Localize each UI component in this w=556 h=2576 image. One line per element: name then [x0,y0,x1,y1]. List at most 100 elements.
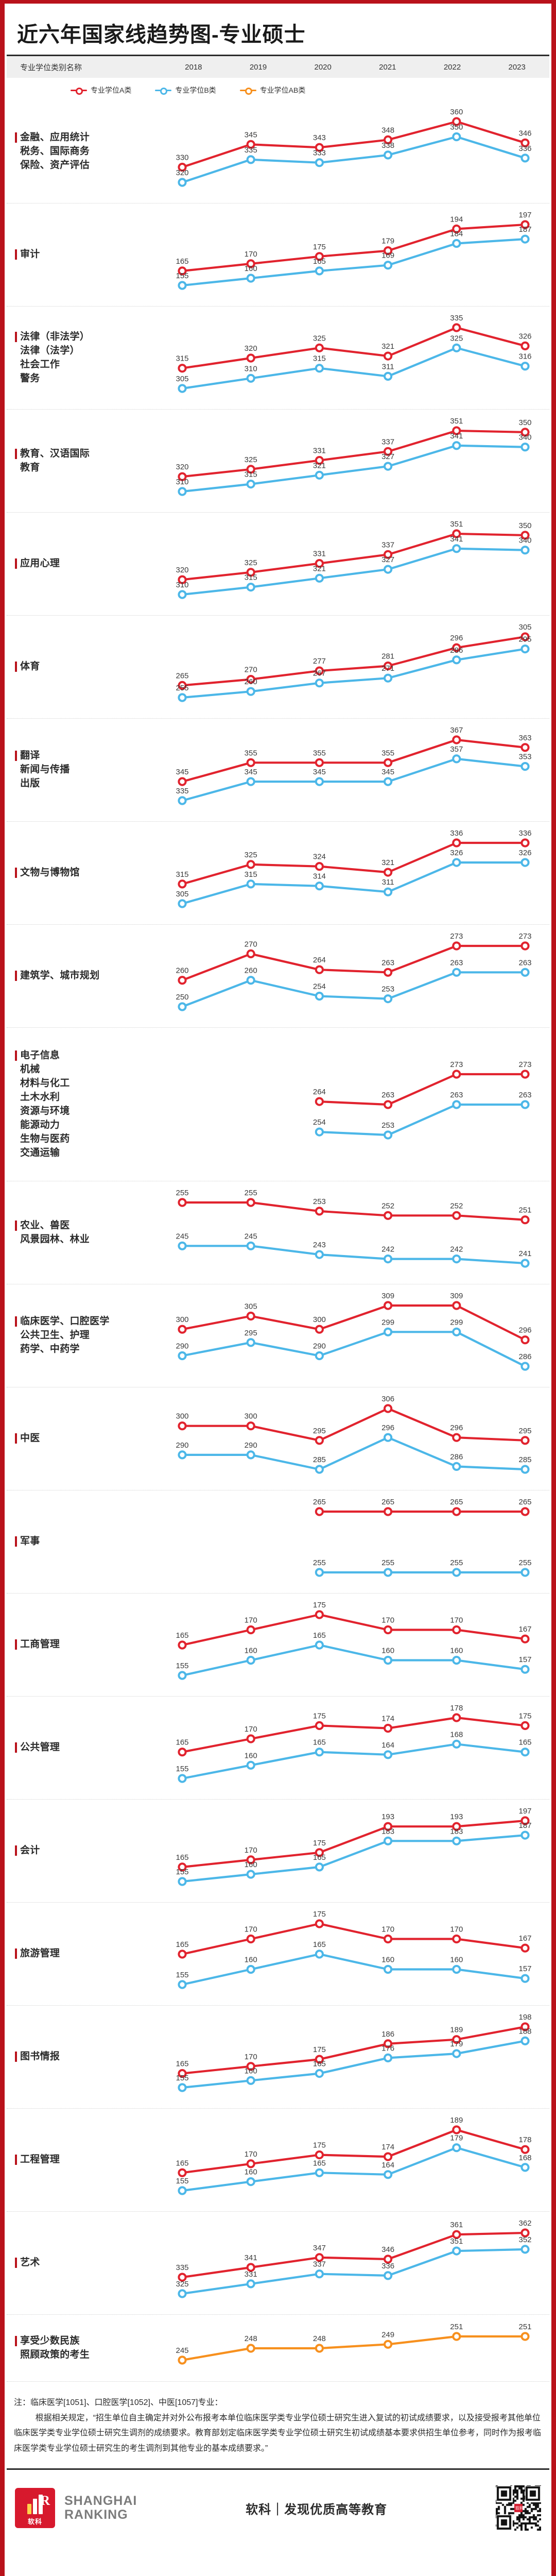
svg-text:336: 336 [518,144,531,152]
svg-text:174: 174 [381,1714,394,1723]
row-label-line: 社会工作 [20,359,60,370]
row-category-label: 金融、应用统计 税务、国际商务 保险、资产评估 [7,131,161,173]
svg-text:300: 300 [245,1412,257,1420]
svg-text:179: 179 [450,2133,463,2142]
svg-text:305: 305 [176,890,188,899]
svg-text:255: 255 [176,684,188,692]
svg-text:188: 188 [518,2027,531,2036]
row-label-line: 机械 [20,1063,40,1075]
trend-chart-svg: 260 270 264 263 273 273 250 260 254 253 263 263 [176,932,532,1011]
svg-text:341: 341 [450,431,463,440]
svg-text:265: 265 [313,1498,326,1506]
row-chart-cell: 315 325 324 321 336 336 305 315 314 311 326 326 [161,826,549,920]
svg-text:263: 263 [518,958,531,967]
svg-text:315: 315 [245,470,257,479]
chart-row: 电子信息 机械 材料与化工 土木水利 资源与环境 能源动力 生物与医药 交通运输 264 263 2… [7,1028,549,1182]
svg-text:315: 315 [176,870,188,878]
svg-text:175: 175 [313,242,326,251]
legend-marker-icon [71,87,87,95]
svg-text:357: 357 [450,744,463,753]
svg-text:352: 352 [518,2235,531,2244]
legend-item-1: 专业学位A类 [71,85,131,95]
svg-text:265: 265 [176,671,188,680]
row-chart-cell: 300 305 300 309 309 296 290 295 290 299 299 286 [161,1289,549,1383]
table-header-row: 专业学位类别名称 2018 2019 2020 2021 2022 2023 [7,56,549,78]
svg-text:314: 314 [313,872,326,880]
chart-row: 农业、兽医 风景园林、林业 255 255 253 252 252 251 245 245 243 2… [7,1181,549,1285]
row-label-line: 图书情报 [20,2051,60,2062]
logo-r-glyph: R [40,2493,50,2509]
row-chart-cell: 320 325 331 337 351 350 310 315 321 327 341 340 [161,414,549,508]
svg-text:189: 189 [450,2116,463,2125]
row-category-label: 体育 [7,660,161,674]
svg-text:310: 310 [245,364,257,373]
svg-text:157: 157 [518,1655,531,1664]
row-category-label: 工程管理 [7,2153,161,2167]
svg-text:193: 193 [450,1812,463,1821]
logo-bars-icon [27,2495,43,2515]
row-chart-cell: 165 170 175 179 194 197 155 160 165 169 184 187 [161,208,549,302]
svg-text:309: 309 [381,1292,394,1300]
svg-text:254: 254 [313,1118,326,1127]
footnote-block: 注：临床医学[1051]、口腔医学[1052]、中医[1057]专业： 根据相关… [7,2382,549,2470]
row-accent-tick [15,2155,17,2165]
svg-text:338: 338 [381,141,394,149]
svg-text:255: 255 [176,1189,188,1197]
row-accent-tick [15,1845,17,1856]
chart-row: 文物与博物馆 315 325 324 321 336 336 305 315 314 311 326 3… [7,822,549,925]
trend-chart-svg: 265 265 265 265 255 255 255 255 [313,1498,532,1577]
trend-chart-svg: 165 170 175 174 178 175 155 160 165 164 168 165 [176,1704,532,1783]
svg-text:263: 263 [450,958,463,967]
svg-text:340: 340 [518,433,531,442]
row-accent-tick [15,2335,17,2346]
trend-chart-svg: 165 170 175 193 193 197 155 160 165 183 183 187 [176,1807,532,1886]
row-accent-tick [15,331,17,342]
svg-text:169: 169 [381,251,394,260]
svg-text:290: 290 [245,1440,257,1449]
svg-text:286: 286 [450,646,463,654]
svg-text:251: 251 [518,2323,531,2331]
row-label-line: 工程管理 [20,2154,60,2165]
svg-text:170: 170 [381,1616,394,1624]
row-accent-tick [15,2052,17,2062]
chart-row: 教育、汉语国际 教育 320 325 331 337 351 350 310 315 321 327 3… [7,410,549,513]
column-header-year-2023: 2023 [508,62,526,72]
svg-text:170: 170 [245,2052,257,2061]
row-chart-cell: 165 170 175 174 178 175 155 160 165 164 168 165 [161,1701,549,1795]
svg-text:320: 320 [176,168,188,177]
row-chart-cell: 320 325 331 337 351 350 310 315 321 327 341 340 [161,517,549,611]
svg-text:179: 179 [381,236,394,245]
row-chart-cell: 264 263 273 273 254 253 263 263 [161,1032,549,1177]
svg-text:170: 170 [245,2149,257,2158]
row-category-label: 建筑学、城市规划 [7,969,161,983]
svg-text:305: 305 [518,623,531,632]
svg-text:263: 263 [450,1091,463,1099]
svg-text:243: 243 [313,1241,326,1249]
svg-text:351: 351 [450,2237,463,2246]
svg-text:285: 285 [313,1455,326,1464]
trend-chart-svg: 165 170 175 186 189 198 155 160 165 176 179 188 [176,2013,532,2092]
row-category-label: 农业、兽医 风景园林、林业 [7,1219,161,1247]
svg-text:155: 155 [176,1662,188,1670]
chart-row: 翻译 新闻与传播 出版 345 355 355 355 367 363 335 345 345 345 3… [7,719,549,822]
svg-text:175: 175 [313,2141,326,2149]
row-label-line: 应用心理 [20,558,60,569]
row-label-line: 生物与医药 [20,1133,70,1144]
svg-text:295: 295 [518,635,531,643]
footnote-line-2: 根据相关规定，“招生单位自主确定并对外公布报考本单位临床医学类专业学位硕士研究生… [14,2413,542,2453]
svg-text:348: 348 [381,126,394,134]
row-chart-cell: 260 270 264 263 273 273 250 260 254 253 263 263 [161,929,549,1023]
trend-chart-svg: 335 341 347 346 361 362 325 331 337 336 351 352 [176,2219,532,2298]
row-accent-tick [15,448,17,459]
chart-legend: 专业学位A类 专业学位B类 专业学位AB类 [5,78,551,100]
shanghairanking-logo-icon: R 软科 [15,2488,55,2529]
svg-text:361: 361 [450,2221,463,2229]
svg-text:350: 350 [518,418,531,427]
svg-text:160: 160 [381,1646,394,1655]
row-label-line: 电子信息 [20,1049,60,1061]
svg-text:324: 324 [313,852,326,861]
svg-text:165: 165 [176,1631,188,1640]
svg-text:345: 345 [313,768,326,776]
svg-text:295: 295 [245,1328,257,1337]
svg-text:265: 265 [381,1498,394,1506]
